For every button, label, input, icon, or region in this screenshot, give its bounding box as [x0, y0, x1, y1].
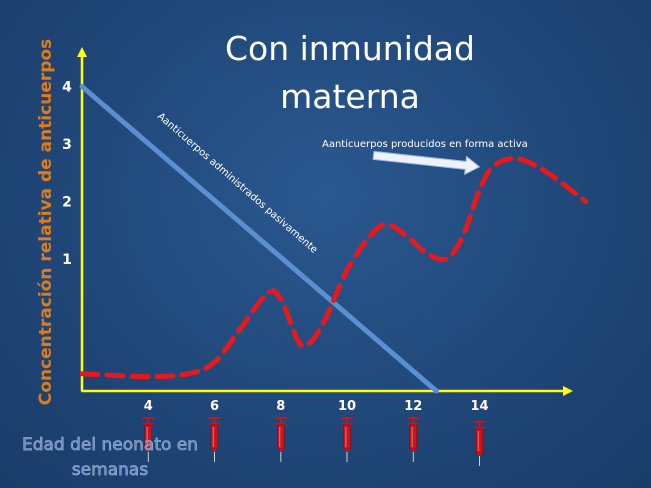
y-axis-label: Concentración relativa de anticuerpos [36, 39, 56, 405]
x-tick-label: 10 [338, 399, 356, 414]
x-axis-label-line-2: semanas [72, 460, 148, 480]
x-tick-labels: 4 6 8 10 12 14 [144, 399, 489, 414]
annotation-arrow-layer [372, 150, 481, 176]
passive-series-label: Aanticuerpos administrados pasivamente [155, 111, 319, 256]
chart-title-line-1: Con inmunidad [225, 29, 475, 68]
syringe-icon [208, 417, 221, 462]
x-tick-label: 4 [144, 399, 153, 414]
series-layer [79, 84, 588, 394]
x-axis-label-line-1: Edad del neonato en [22, 435, 198, 455]
syringe-row [142, 417, 486, 466]
active-antibody-line [79, 155, 588, 380]
passive-antibody-line [79, 84, 439, 394]
x-tick-label: 12 [404, 399, 422, 414]
syringe-icon [473, 421, 486, 466]
syringe-icon [274, 417, 287, 462]
x-tick-label: 6 [210, 399, 219, 414]
x-tick-label: 14 [470, 399, 488, 414]
syringe-icon [142, 417, 155, 462]
y-tick-label: 4 [62, 79, 72, 95]
y-tick-label: 1 [62, 252, 72, 268]
active-series-label: Aanticuerpos producidos en forma activa [322, 139, 528, 150]
chart-title-line-2: materna [280, 77, 420, 116]
syringe-icon [407, 417, 420, 462]
y-tick-label: 2 [62, 194, 72, 210]
annotation-arrow [372, 150, 481, 176]
y-tick-labels: 1 2 3 4 [62, 79, 72, 267]
syringe-icon [341, 417, 353, 462]
x-tick-label: 8 [276, 399, 285, 414]
y-tick-label: 3 [62, 137, 72, 153]
